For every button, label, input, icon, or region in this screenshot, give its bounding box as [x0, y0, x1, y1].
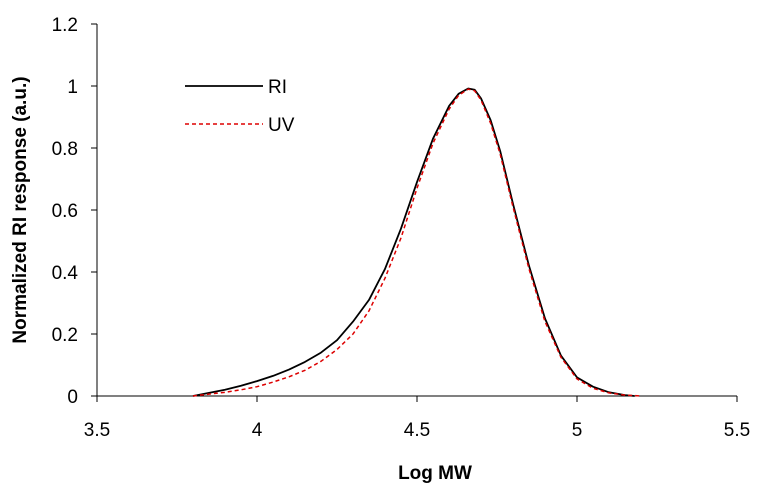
series-line-ri: [192, 87, 635, 397]
x-axis-ticks: 3.5 4 4.5 5 5.5: [84, 396, 750, 441]
y-axis-title: Normalized RI response (a.u.): [10, 76, 31, 343]
x-axis-title: Log MW: [398, 463, 472, 484]
y-tick-label: 1.2: [52, 15, 78, 36]
legend-label-uv: UV: [268, 115, 295, 136]
plot-area: [96, 24, 737, 397]
x-tick-label: 4.5: [404, 420, 430, 441]
x-tick-label: 5.5: [724, 420, 750, 441]
y-axis-ticks: 0 0.2 0.4 0.6 0.8 1 1.2: [52, 15, 97, 408]
legend: RI UV: [185, 77, 295, 136]
y-tick-label: 0.6: [52, 201, 78, 222]
series-line-uv: [192, 88, 642, 397]
x-tick-label: 3.5: [84, 420, 110, 441]
x-tick-label: 5: [572, 420, 583, 441]
y-tick-label: 0.4: [52, 263, 79, 284]
y-tick-label: 0.2: [52, 325, 78, 346]
legend-label-ri: RI: [268, 77, 287, 98]
y-tick-label: 0: [67, 387, 78, 408]
series-layer: [192, 87, 642, 397]
x-tick-label: 4: [252, 420, 263, 441]
y-tick-label: 1: [67, 77, 78, 98]
y-tick-label: 0.8: [52, 139, 78, 160]
